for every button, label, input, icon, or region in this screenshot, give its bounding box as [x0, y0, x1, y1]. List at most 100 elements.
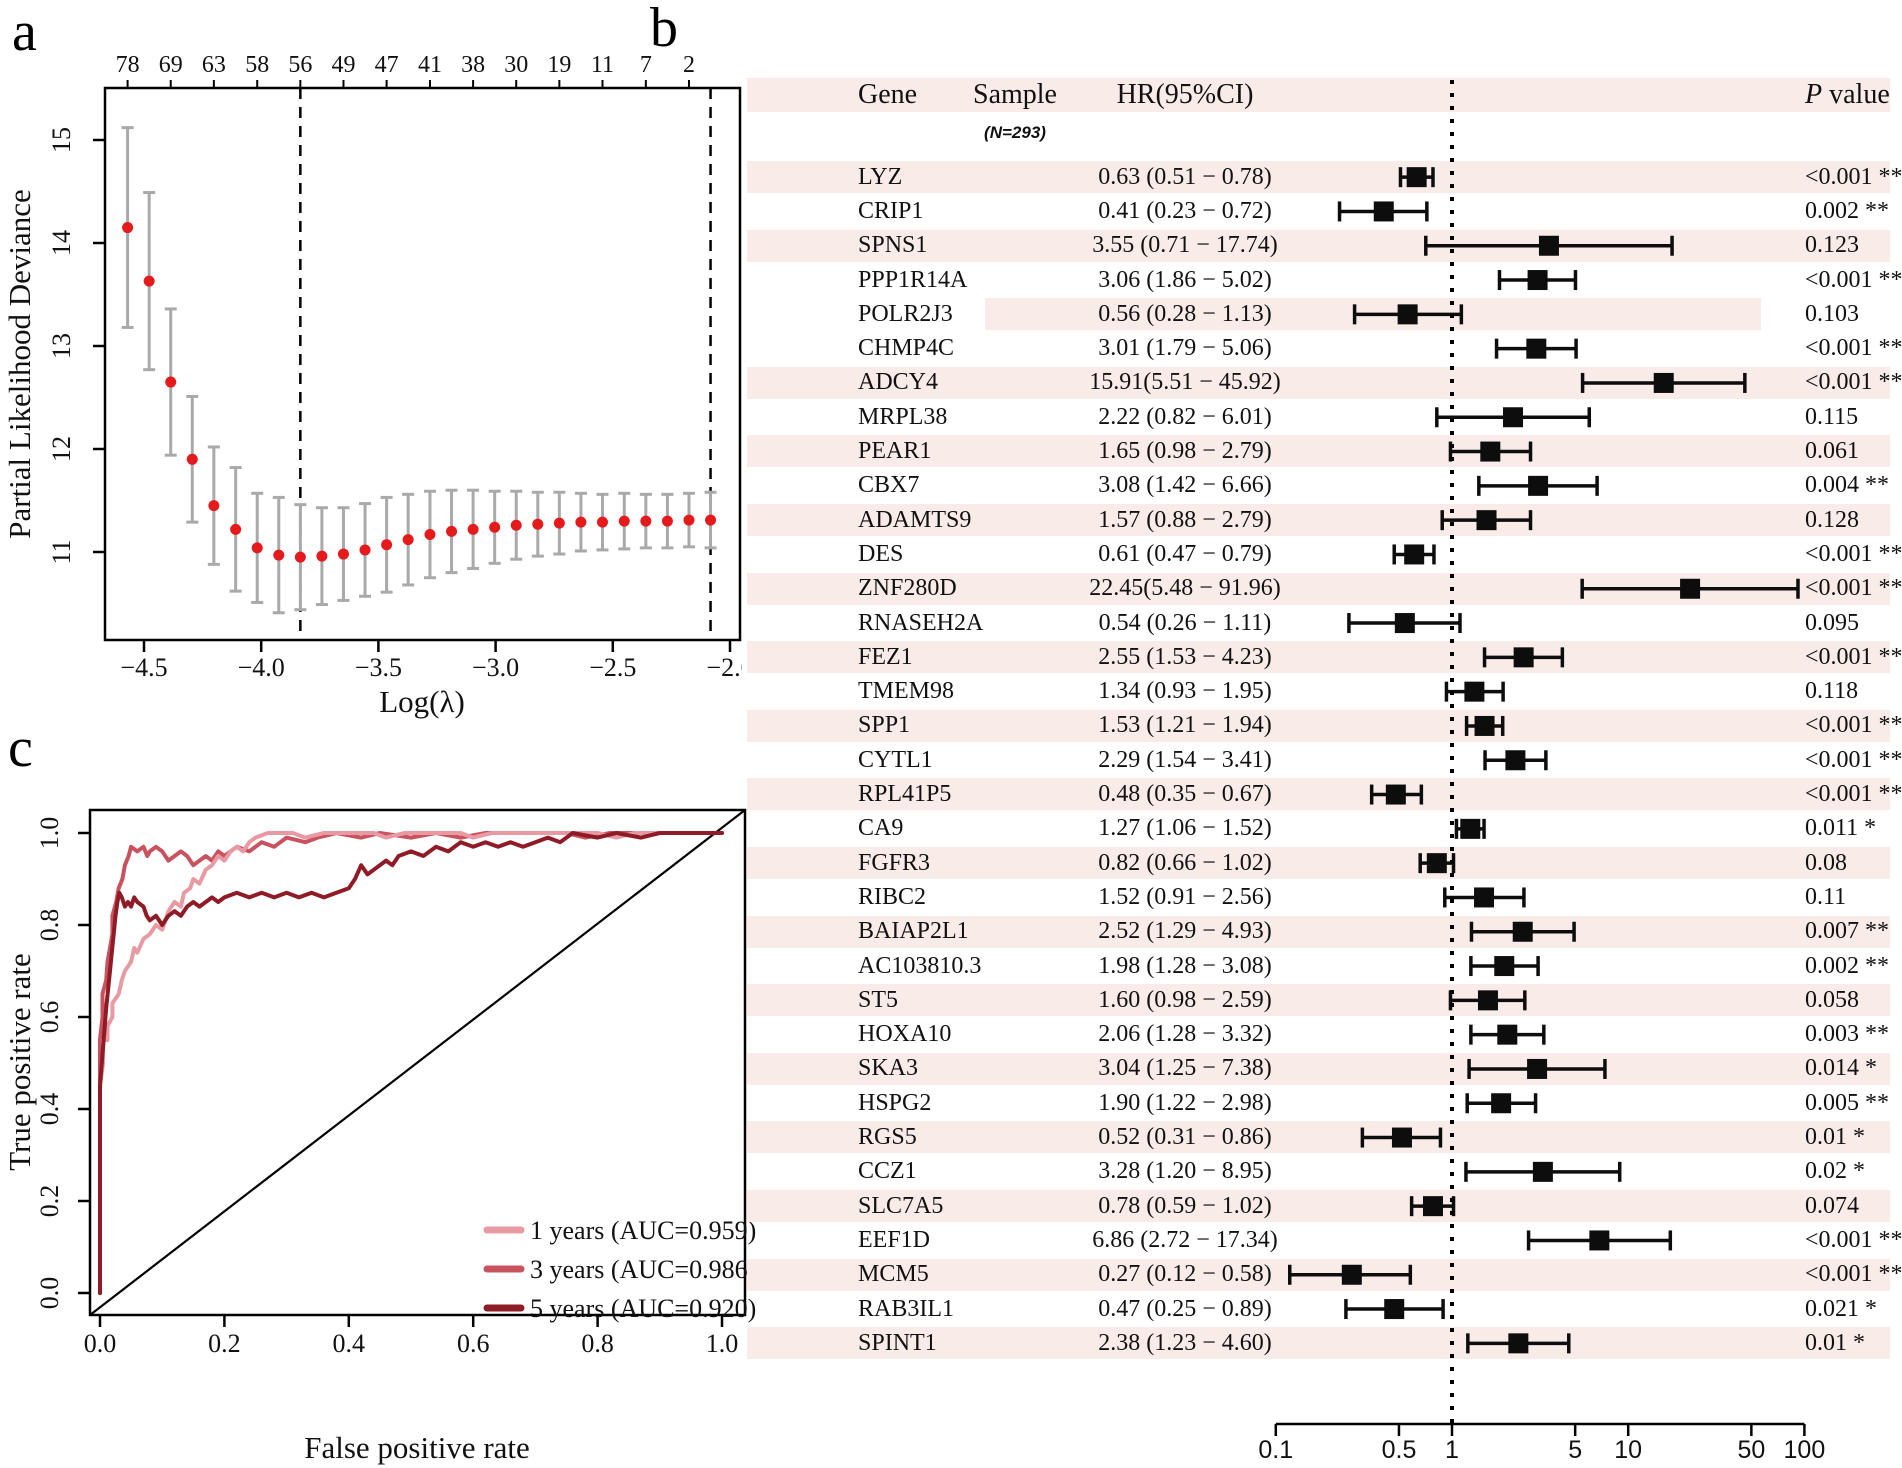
hr-ci-value: 2.29 (1.54 − 3.41)	[1098, 746, 1272, 773]
table-row: PEAR1 1.65 (0.98 − 2.79) 0.061	[742, 434, 1902, 468]
hr-ci-value: 1.34 (0.93 − 1.95)	[1098, 678, 1272, 705]
data-point	[359, 544, 371, 556]
roc-curve-1-years	[98, 831, 724, 1295]
y-tick-label: 0.0	[35, 1277, 64, 1310]
hr-ci-value: 0.48 (0.35 − 0.67)	[1098, 781, 1272, 808]
row-stripe	[747, 847, 1890, 879]
data-point	[661, 515, 673, 527]
table-row: RGS5 0.52 (0.31 − 0.86) 0.01 *	[742, 1120, 1902, 1154]
hr-axis-tick-label: 5	[1568, 1436, 1583, 1464]
gene-name: RGS5	[858, 1124, 917, 1151]
gene-name: RIBC2	[858, 883, 927, 910]
data-point	[251, 542, 263, 554]
p-value: 0.007 **	[1805, 918, 1889, 945]
gene-name: RPL41P5	[858, 781, 952, 808]
data-point	[446, 525, 458, 537]
p-value: 0.003 **	[1805, 1021, 1889, 1048]
p-value: <0.001 ***	[1805, 266, 1902, 293]
hr-ci-value: 0.41 (0.23 − 0.72)	[1098, 197, 1272, 224]
x-tick-label: 0.8	[581, 1329, 614, 1358]
plot-box	[103, 86, 742, 642]
gene-name: SKA3	[858, 1055, 919, 1082]
x-tick-label: −4.0	[238, 653, 285, 682]
y-tick-label: 0.2	[35, 1185, 64, 1218]
top-axis-label: 58	[245, 52, 269, 78]
data-point	[424, 528, 436, 540]
table-row: POLR2J3 0.56 (0.28 − 1.13) 0.103	[742, 297, 1902, 331]
top-axis-label: 11	[591, 52, 614, 78]
hr-ci-value: 1.27 (1.06 − 1.52)	[1098, 815, 1272, 842]
data-point	[402, 534, 414, 546]
top-axis-label: 49	[331, 52, 355, 78]
hr-ci-value: 0.47 (0.25 − 0.89)	[1098, 1295, 1272, 1322]
row-stripe	[747, 709, 1890, 742]
panel-c-label: c	[8, 717, 33, 779]
hr-ci-value: 2.06 (1.28 − 3.32)	[1098, 1021, 1272, 1048]
hr-axis-tick-label: 0.5	[1381, 1436, 1417, 1464]
data-point	[143, 275, 155, 287]
data-point	[273, 549, 285, 561]
hr-ci-value: 0.52 (0.31 − 0.86)	[1098, 1124, 1272, 1151]
hr-ci-value: 2.52 (1.29 − 4.93)	[1098, 918, 1272, 945]
table-row: HSPG2 1.90 (1.22 − 2.98) 0.005 **	[742, 1086, 1902, 1120]
col-header-hr: HR(95%CI)	[1116, 79, 1254, 110]
hr-ci-value: 0.56 (0.28 − 1.13)	[1098, 300, 1272, 327]
p-value: 0.118	[1805, 678, 1859, 705]
gene-name: ST5	[858, 986, 899, 1013]
lasso-deviance-plot: −4.5 −4.0 −3.5 −3.0 −2.5 −2.0 11 12 13 14 15 78 69 63…	[2, 52, 742, 719]
p-value: 0.014 *	[1805, 1055, 1877, 1082]
hr-ci-value: 1.57 (0.88 − 2.79)	[1098, 506, 1272, 533]
gene-name: AC103810.3	[858, 952, 982, 979]
row-stripe	[747, 435, 1890, 468]
gene-name: CHMP4C	[858, 335, 955, 362]
gene-name: CCZ1	[858, 1158, 917, 1185]
hr-ci-value: 3.55 (0.71 − 17.74)	[1092, 232, 1278, 259]
legend-label: 5 years (AUC=0.920)	[530, 1294, 756, 1323]
gene-name: MCM5	[858, 1261, 929, 1288]
data-point	[316, 550, 328, 562]
top-axis-label: 47	[375, 52, 399, 78]
p-value: <0.001 ***	[1805, 746, 1902, 773]
legend-label: 1 years (AUC=0.959)	[530, 1216, 756, 1245]
top-axis-label: 63	[202, 52, 226, 78]
p-value: 0.123	[1805, 232, 1859, 259]
header-stripe	[747, 78, 1890, 112]
x-tick-label: 1.0	[706, 1329, 739, 1358]
hr-axis-tick-label: 1	[1445, 1436, 1459, 1464]
table-row: ADCY4 15.91(5.51 − 45.92) <0.001 ***	[742, 366, 1902, 400]
hr-ci-value: 0.78 (0.59 − 1.02)	[1098, 1192, 1272, 1219]
x-tick-label: −2.0	[706, 653, 742, 682]
hr-ci-value: 6.86 (2.72 − 17.34)	[1092, 1226, 1278, 1253]
y-tick-label: 11	[47, 539, 76, 564]
p-value: 0.01 *	[1805, 1124, 1865, 1151]
p-value: 0.021 *	[1805, 1295, 1877, 1322]
p-value: 0.08	[1805, 849, 1847, 876]
row-stripe	[747, 915, 1890, 948]
table-row: FGFR3 0.82 (0.66 − 1.02) 0.08	[742, 846, 1902, 880]
data-point	[553, 517, 565, 529]
gene-name: FGFR3	[858, 849, 931, 876]
hr-ci-value: 2.22 (0.82 − 6.01)	[1098, 403, 1272, 430]
gene-name: CYTL1	[858, 746, 933, 773]
p-value: <0.001 ***	[1805, 575, 1902, 602]
top-axis-label: 30	[504, 52, 528, 78]
p-value: 0.128	[1805, 506, 1859, 533]
gene-name: SPINT1	[858, 1329, 937, 1356]
y-tick-label: 0.6	[35, 1001, 64, 1034]
hr-ci-value: 1.53 (1.21 − 1.94)	[1098, 712, 1272, 739]
y-tick-label: 13	[47, 333, 76, 359]
data-point	[467, 523, 479, 535]
hr-ci-value: 1.52 (0.91 − 2.56)	[1098, 883, 1272, 910]
gene-name: ADCY4	[858, 369, 939, 396]
top-axis-label: 69	[159, 52, 183, 78]
data-point	[294, 551, 306, 563]
table-row: RNASEH2A 0.54 (0.26 − 1.11) 0.095	[742, 606, 1902, 640]
gene-name: MRPL38	[858, 403, 948, 430]
p-value: 0.058	[1805, 986, 1859, 1013]
gene-name: CRIP1	[858, 197, 924, 224]
table-row: SPNS1 3.55 (0.71 − 17.74) 0.123	[742, 229, 1902, 263]
y-tick-label: 12	[47, 436, 76, 462]
data-point	[122, 222, 134, 234]
row-stripe	[747, 641, 1890, 674]
